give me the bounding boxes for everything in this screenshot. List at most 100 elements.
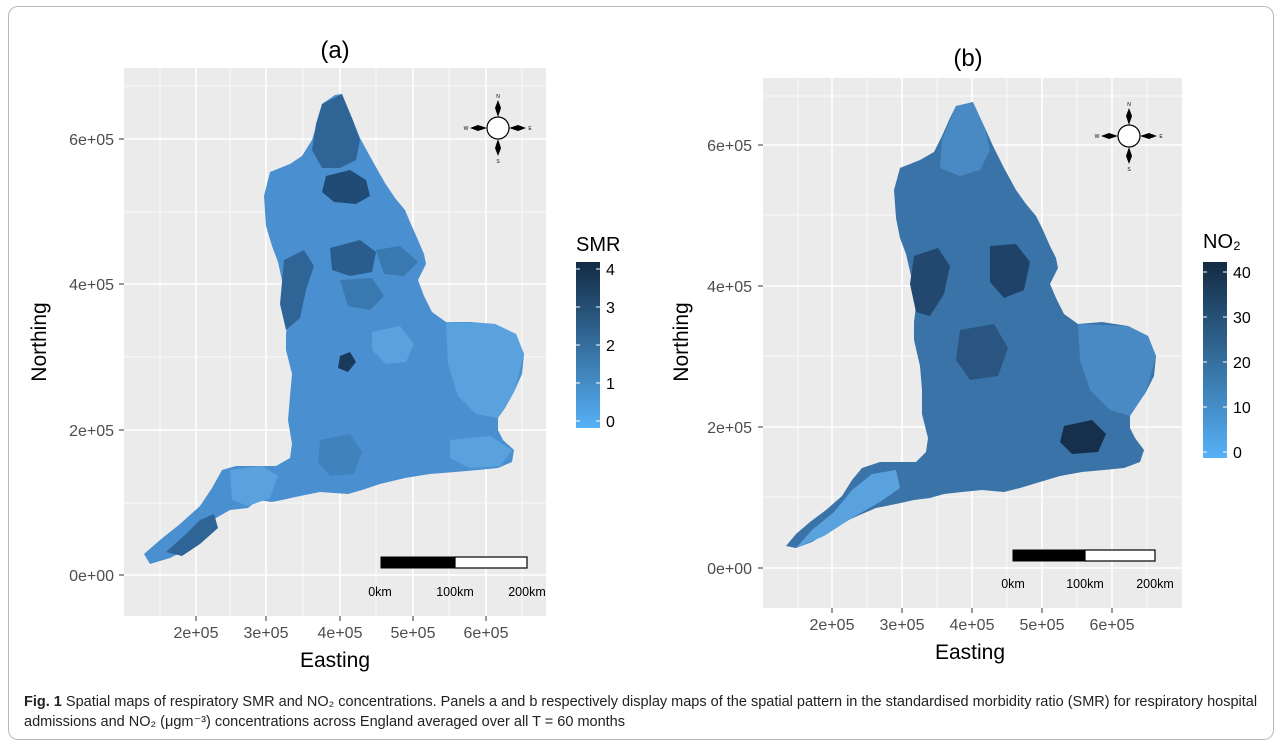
panel-b-legend-title: NO₂ bbox=[1203, 231, 1241, 253]
compass-west-arrow-icon bbox=[470, 125, 487, 131]
panel-b-colorbar bbox=[1203, 262, 1227, 458]
panel-b-y-axis-title: Northing bbox=[670, 302, 693, 381]
compass-ring-icon bbox=[486, 116, 510, 140]
compass-east-arrow-icon bbox=[509, 125, 526, 131]
x-tick-label: 5e+05 bbox=[1020, 617, 1065, 634]
compass-east-arrow-icon bbox=[1140, 133, 1157, 139]
panel-a-central bbox=[372, 326, 414, 364]
compass-north-arrow-icon bbox=[495, 100, 501, 117]
legend-tick-label: 2 bbox=[606, 338, 615, 355]
panel-a-east bbox=[446, 322, 524, 418]
panel-a-compass: N S E W bbox=[464, 94, 533, 165]
scale-200km-label: 200km bbox=[508, 585, 546, 599]
figure-caption-label: Fig. 1 bbox=[24, 694, 62, 710]
panel-a-legend: SMR 0 1 2 3 4 bbox=[576, 234, 620, 431]
panel-a-southwest bbox=[230, 466, 278, 506]
panel-a-westyorks bbox=[330, 240, 376, 276]
panel-b-north bbox=[940, 102, 990, 176]
panel-b-southwest bbox=[796, 470, 900, 548]
panel-b-yorkshire-urban bbox=[990, 244, 1030, 298]
panel-a-kent bbox=[450, 436, 512, 468]
compass-n-label: N bbox=[1127, 102, 1131, 108]
figure-caption-text: Spatial maps of respiratory SMR and NO₂ … bbox=[24, 694, 1258, 730]
panel-a-x-axis bbox=[195, 616, 487, 621]
compass-s-label: S bbox=[1127, 167, 1131, 173]
panel-a-y-axis-title: Northing bbox=[28, 302, 51, 381]
x-tick-label: 4e+05 bbox=[950, 617, 995, 634]
panel-b-midlands bbox=[956, 324, 1008, 380]
panel-b-x-axis-title: Easting bbox=[935, 641, 1005, 664]
panel-b-y-axis bbox=[758, 144, 763, 569]
scale-100km-label: 100km bbox=[436, 585, 474, 599]
compass-south-arrow-icon bbox=[1126, 147, 1132, 164]
compass-e-label: E bbox=[528, 126, 532, 132]
y-tick-label: 2e+05 bbox=[69, 423, 114, 440]
panel-a-legend-title: SMR bbox=[576, 234, 620, 256]
y-tick-label: 4e+05 bbox=[69, 277, 114, 294]
panel-b-legend: NO₂ 0 10 20 30 40 bbox=[1203, 231, 1251, 462]
legend-tick-label: 10 bbox=[1233, 400, 1251, 417]
y-tick-label: 0e+00 bbox=[69, 568, 114, 585]
compass-e-label: E bbox=[1159, 134, 1163, 140]
x-tick-label: 2e+05 bbox=[810, 617, 855, 634]
panel-b-x-axis bbox=[831, 608, 1113, 613]
panel-a-northwest bbox=[280, 250, 314, 330]
compass-south-arrow-icon bbox=[495, 139, 501, 156]
legend-tick-label: 4 bbox=[606, 262, 615, 279]
x-tick-label: 3e+05 bbox=[880, 617, 925, 634]
scale-0km-label: 0km bbox=[1001, 577, 1025, 591]
panel-b-northwest-urban bbox=[910, 248, 950, 316]
panel-b-compass: N S E W bbox=[1095, 102, 1164, 173]
y-tick-label: 0e+00 bbox=[707, 561, 752, 578]
x-tick-label: 3e+05 bbox=[244, 625, 289, 642]
compass-ring-icon bbox=[1117, 124, 1141, 148]
panel-b-regional-shading bbox=[796, 102, 1156, 548]
panel-a-southcentral bbox=[318, 434, 362, 476]
y-tick-label: 4e+05 bbox=[707, 279, 752, 296]
x-tick-label: 6e+05 bbox=[1090, 617, 1135, 634]
legend-tick-label: 3 bbox=[606, 300, 615, 317]
legend-tick-label: 0 bbox=[1233, 445, 1242, 462]
legend-tick-label: 30 bbox=[1233, 310, 1251, 327]
compass-w-label: W bbox=[464, 126, 469, 132]
legend-tick-label: 0 bbox=[606, 414, 615, 431]
panel-a-humber bbox=[376, 246, 418, 276]
y-tick-label: 2e+05 bbox=[707, 420, 752, 437]
scale-0km-label: 0km bbox=[368, 585, 392, 599]
panel-b-scale-bar: 0km 100km 200km bbox=[1001, 549, 1174, 591]
scale-100km-label: 100km bbox=[1066, 577, 1104, 591]
panel-a-scale-bar: 0km 100km 200km bbox=[368, 556, 546, 599]
scale-200km-label: 200km bbox=[1136, 577, 1174, 591]
panel-b-london bbox=[1060, 420, 1106, 454]
panel-a-england-map bbox=[144, 94, 524, 564]
panel-a-x-axis-title: Easting bbox=[300, 649, 370, 672]
compass-w-label: W bbox=[1095, 134, 1100, 140]
panel-b-title: (b) bbox=[953, 45, 982, 72]
compass-s-label: S bbox=[496, 159, 500, 165]
legend-tick-label: 1 bbox=[606, 376, 615, 393]
y-tick-label: 6e+05 bbox=[69, 132, 114, 149]
y-tick-label: 6e+05 bbox=[707, 138, 752, 155]
x-tick-label: 2e+05 bbox=[174, 625, 219, 642]
compass-n-label: N bbox=[496, 94, 500, 100]
panel-a-cornwall bbox=[166, 514, 218, 556]
panel-b: (b) bbox=[670, 45, 1251, 664]
figure-frame bbox=[8, 6, 1274, 740]
panel-b-east bbox=[1078, 324, 1156, 416]
x-tick-label: 6e+05 bbox=[464, 625, 509, 642]
panel-a: (a) bbox=[28, 37, 620, 672]
panel-a-y-axis bbox=[119, 138, 124, 576]
panel-a-durham bbox=[322, 170, 370, 204]
panel-a-title: (a) bbox=[320, 37, 349, 64]
compass-north-arrow-icon bbox=[1126, 108, 1132, 125]
compass-west-arrow-icon bbox=[1101, 133, 1118, 139]
panel-a-midlands-hotspot bbox=[338, 352, 356, 372]
figure-caption: Fig. 1 Spatial maps of respiratory SMR a… bbox=[24, 692, 1264, 732]
x-tick-label: 5e+05 bbox=[391, 625, 436, 642]
panel-a-regional-shading bbox=[166, 94, 524, 556]
legend-tick-label: 20 bbox=[1233, 355, 1251, 372]
x-tick-label: 4e+05 bbox=[318, 625, 363, 642]
panel-a-northumberland bbox=[312, 94, 360, 168]
legend-tick-label: 40 bbox=[1233, 265, 1251, 282]
